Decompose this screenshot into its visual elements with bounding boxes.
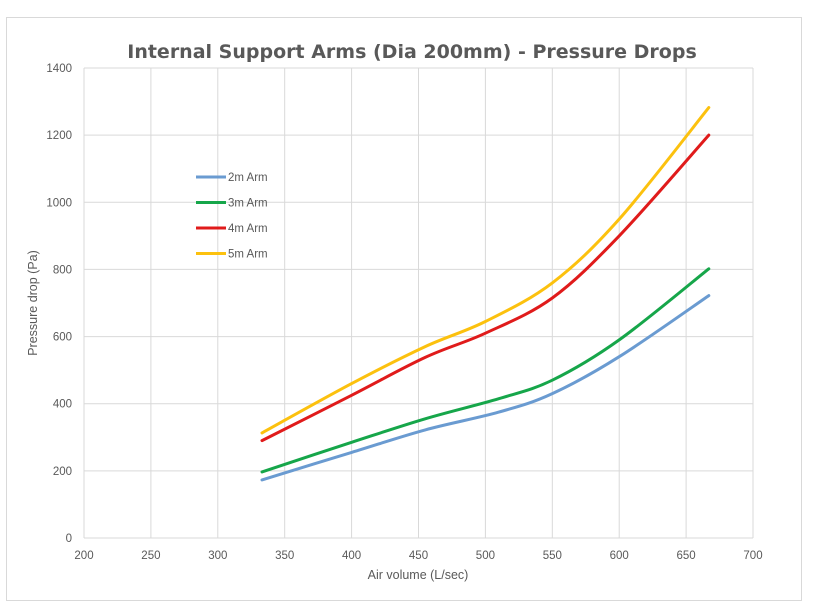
y-tick-label: 800 (53, 264, 72, 276)
series-line-2 (260, 267, 711, 474)
x-tick-label: 350 (275, 550, 294, 562)
x-tick-label: 450 (409, 550, 428, 562)
y-tick-label: 1000 (46, 197, 72, 209)
y-axis-label: Pressure drop (Pa) (26, 250, 40, 356)
legend-label: 3m Arm (228, 198, 268, 210)
x-tick-labels: 200 250 300 350 400 450 500 550 600 650 700 (74, 550, 762, 562)
x-tick-label: 200 (74, 550, 93, 562)
y-tick-label: 1200 (46, 130, 72, 142)
chart-title: Internal Support Arms (Dia 200mm) - Pres… (127, 41, 697, 63)
legend-label: 4m Arm (228, 223, 268, 235)
x-tick-label: 650 (677, 550, 696, 562)
x-tick-label: 300 (208, 550, 227, 562)
legend: 2m Arm 3m Arm 4m Arm 5m Arm (196, 172, 268, 261)
y-tick-label: 1400 (46, 63, 72, 75)
x-tick-label: 550 (543, 550, 562, 562)
grid (83, 67, 754, 539)
y-tick-label: 0 (66, 533, 72, 545)
y-tick-label: 400 (53, 399, 72, 411)
legend-label: 2m Arm (228, 172, 268, 184)
x-tick-label: 700 (743, 550, 762, 562)
series-line-4 (260, 106, 711, 435)
series-line-1 (260, 294, 711, 482)
x-tick-label: 400 (342, 550, 361, 562)
legend-label: 5m Arm (228, 249, 268, 261)
x-axis-label: Air volume (L/sec) (368, 568, 469, 582)
x-tick-label: 500 (476, 550, 495, 562)
y-tick-labels: 0 200 400 600 800 1000 1200 1400 (46, 63, 72, 545)
x-tick-label: 600 (610, 550, 629, 562)
series-line-3 (260, 133, 711, 443)
chart-frame (6, 17, 802, 601)
y-tick-label: 600 (53, 332, 72, 344)
y-tick-label: 200 (53, 466, 72, 478)
x-tick-label: 250 (141, 550, 160, 562)
series-lines (260, 106, 711, 482)
